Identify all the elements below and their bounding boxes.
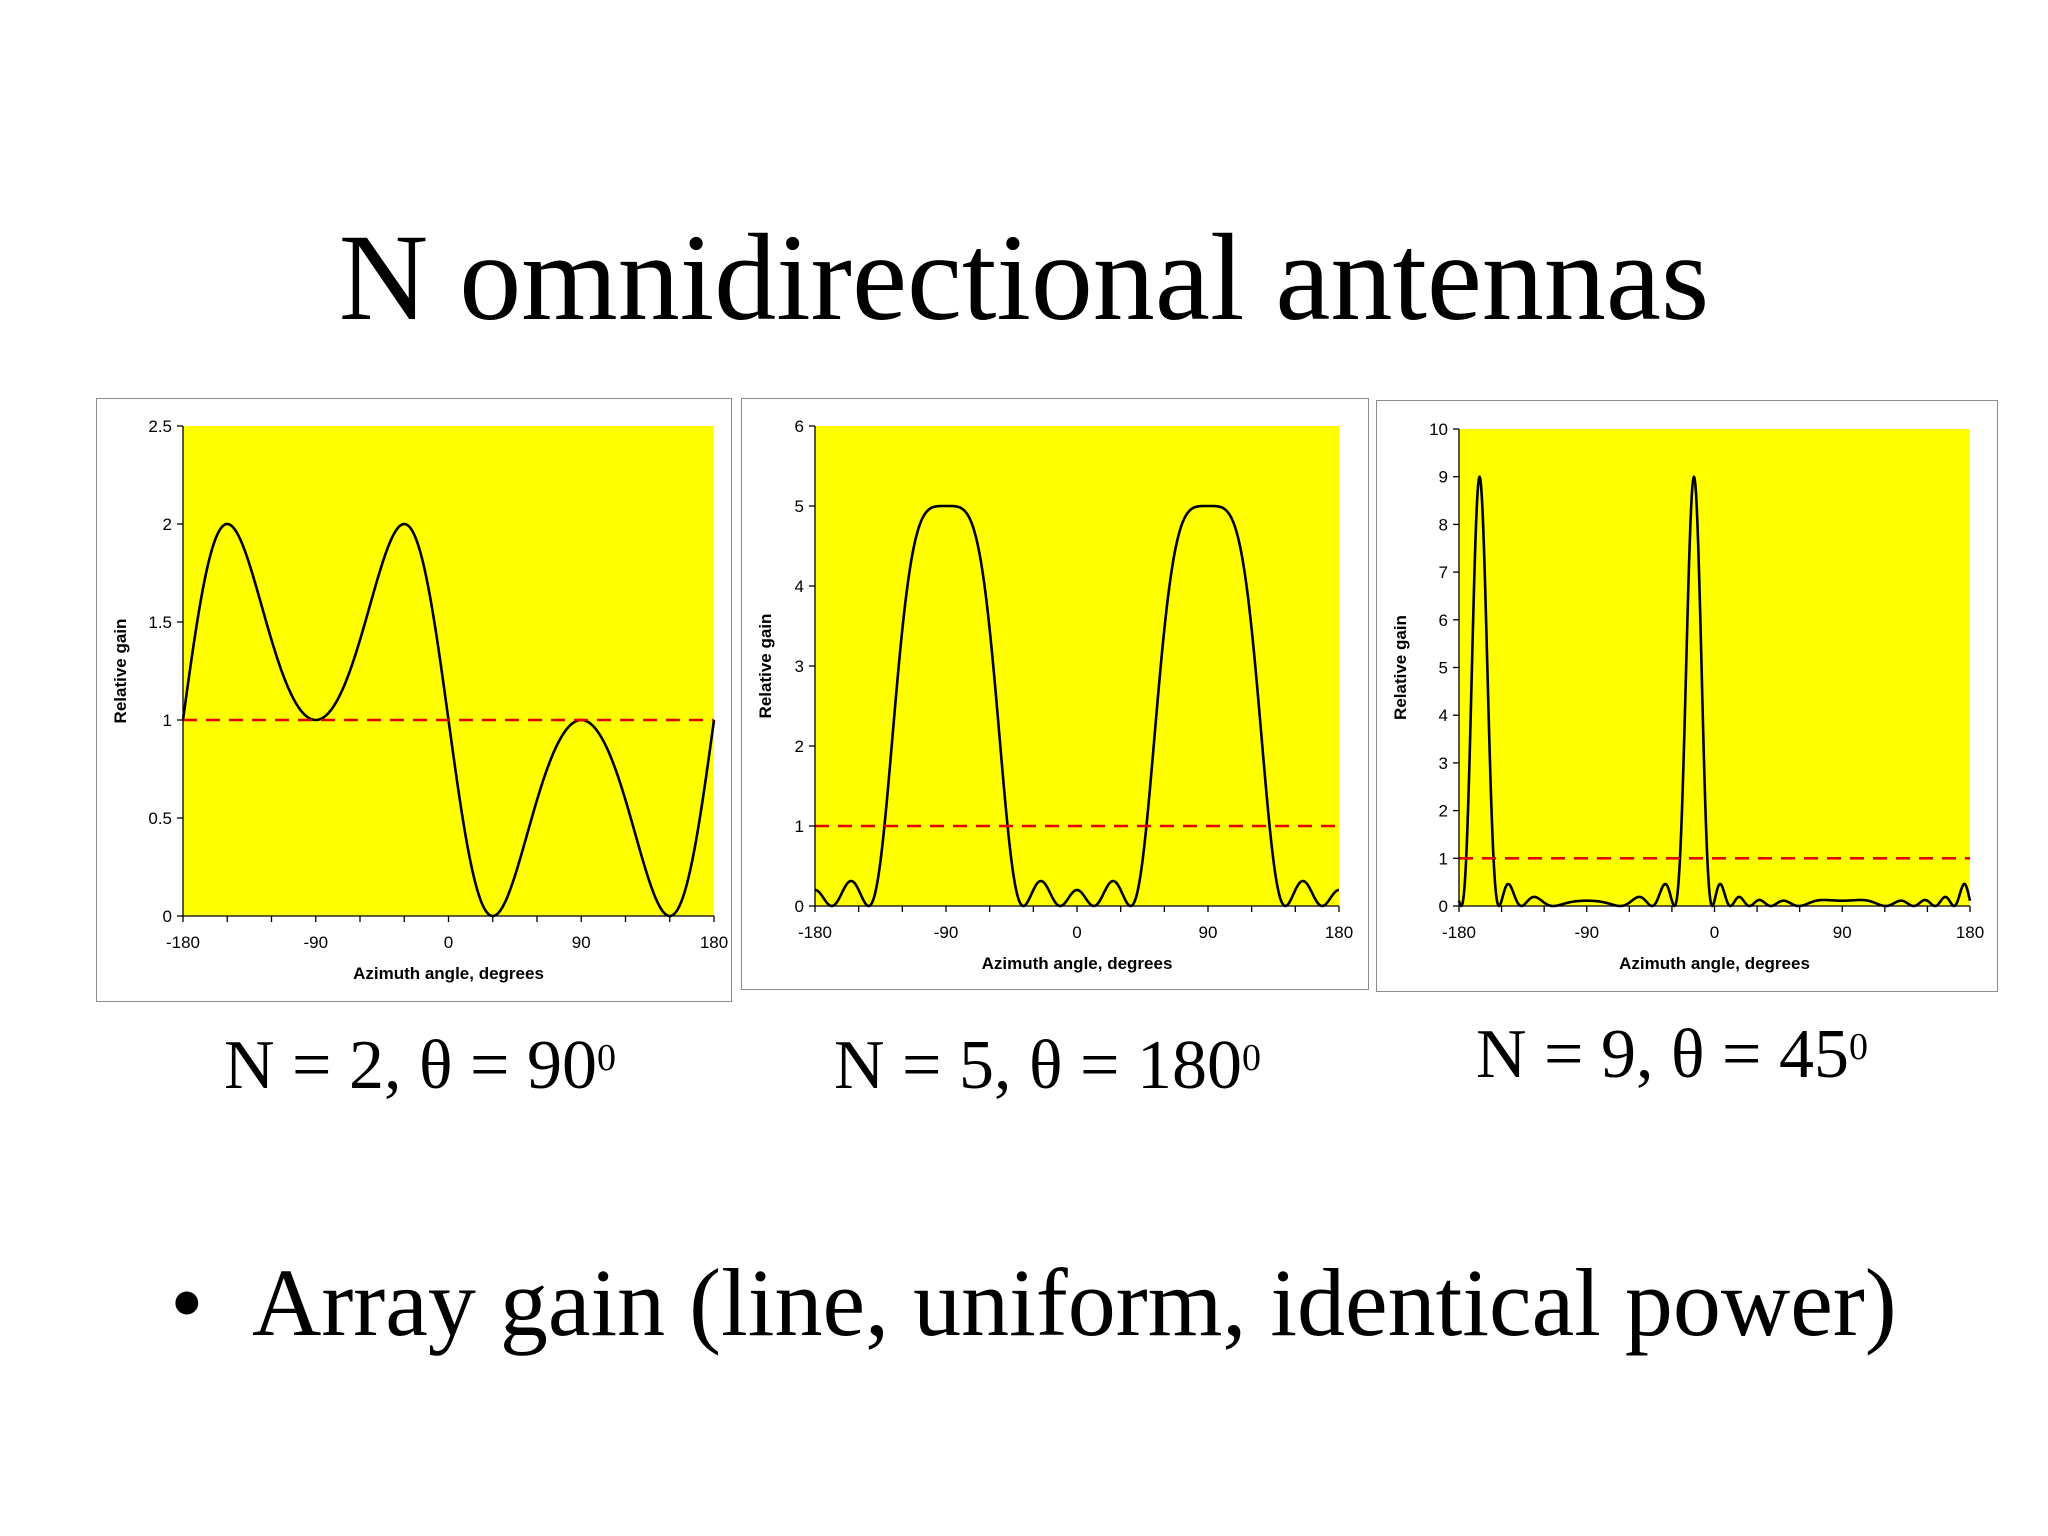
chart-svg-n9: 0 1 2 3 4 5 6 7 8 9 10 -180 -90 0 90 180 Azimuth angle, … (1391, 420, 1984, 973)
y-tick-label: 4 (1439, 706, 1448, 725)
x-axis-label: Azimuth angle, degrees (1619, 954, 1810, 973)
x-tick-label: 90 (572, 933, 591, 952)
y-tick-label: 8 (1439, 515, 1448, 534)
x-tick-label: 180 (700, 933, 728, 952)
y-tick-label: 0 (163, 907, 172, 926)
caption-n9: N = 9, θ = 450 (1476, 1015, 1868, 1095)
caption-n2: N = 2, θ = 900 (224, 1026, 616, 1106)
x-tick-label: 180 (1956, 923, 1984, 942)
caption-n5-text: N = 5, θ = 180 (834, 1027, 1243, 1104)
y-tick-label: 2 (1439, 802, 1448, 821)
y-tick-label: 3 (1439, 754, 1448, 773)
slide-title: N omnidirectional antennas (338, 209, 1710, 346)
y-tick-label: 2 (795, 737, 804, 756)
chart-panel-n9: 0 1 2 3 4 5 6 7 8 9 10 -180 -90 0 90 180 Azimuth angle, … (1376, 400, 1998, 992)
caption-n2-text: N = 2, θ = 90 (224, 1027, 598, 1104)
y-tick-label: 1.5 (148, 613, 172, 632)
y-axis-label: Relative gain (1391, 615, 1410, 720)
x-tick-label: -90 (934, 923, 959, 942)
y-tick-label: 1 (1439, 849, 1448, 868)
y-tick-label: 0 (1439, 897, 1448, 916)
y-tick-label: 10 (1429, 420, 1448, 439)
x-axis-label: Azimuth angle, degrees (982, 954, 1173, 973)
bullet-dot-icon: • (170, 1249, 204, 1356)
x-axis-label: Azimuth angle, degrees (353, 964, 544, 983)
x-tick-label: -90 (303, 933, 328, 952)
x-tick-label: 0 (1072, 923, 1081, 942)
x-tick-label: 180 (1325, 923, 1353, 942)
y-tick-label: 7 (1439, 563, 1448, 582)
gain-curve (814, 504, 1340, 908)
caption-n2-degree: 0 (597, 1037, 617, 1079)
y-tick-label: 0 (795, 897, 804, 916)
caption-n9-degree: 0 (1849, 1026, 1869, 1068)
x-tick-label: 90 (1833, 923, 1852, 942)
chart-panel-n5: 0 1 2 3 4 5 6 -180 -90 0 90 180 Azimuth angle, degre… (741, 398, 1369, 990)
y-axis-label: Relative gain (756, 614, 775, 719)
chart-panel-n2: 0 0.5 1 1.5 2 2.5 -180 -90 0 90 180 Azimuth angle, … (96, 398, 732, 1002)
x-tick-label: -180 (166, 933, 200, 952)
y-tick-label: 6 (1439, 611, 1448, 630)
caption-n9-text: N = 9, θ = 45 (1476, 1016, 1850, 1093)
y-tick-label: 2 (163, 515, 172, 534)
x-tick-label: 0 (1710, 923, 1719, 942)
bullet-item: • Array gain (line, uniform, identical po… (170, 1248, 1897, 1358)
y-tick-label: 9 (1439, 468, 1448, 487)
x-tick-label: -180 (1442, 923, 1476, 942)
y-tick-label: 1 (163, 711, 172, 730)
y-tick-label: 5 (795, 497, 804, 516)
y-tick-label: 0.5 (148, 809, 172, 828)
x-tick-label: 0 (444, 933, 453, 952)
caption-n5-degree: 0 (1242, 1037, 1262, 1079)
plot-area (1459, 429, 1970, 906)
chart-svg-n2: 0 0.5 1 1.5 2 2.5 -180 -90 0 90 180 Azimuth angle, … (111, 417, 728, 983)
y-tick-label: 4 (795, 577, 804, 596)
x-tick-label: -180 (798, 923, 832, 942)
plot-area (183, 426, 714, 916)
y-axis-label: Relative gain (111, 619, 130, 724)
plot-area (815, 426, 1339, 906)
chart-svg-n5: 0 1 2 3 4 5 6 -180 -90 0 90 180 Azimuth angle, degre… (756, 417, 1353, 973)
caption-n5: N = 5, θ = 1800 (834, 1026, 1261, 1106)
y-tick-label: 6 (795, 417, 804, 436)
x-tick-label: 90 (1199, 923, 1218, 942)
y-tick-label: 5 (1439, 659, 1448, 678)
y-tick-label: 1 (795, 817, 804, 836)
bullet-text: Array gain (line, uniform, identical pow… (252, 1249, 1897, 1356)
y-tick-label: 2.5 (148, 417, 172, 436)
x-tick-label: -90 (1574, 923, 1599, 942)
y-tick-label: 3 (795, 657, 804, 676)
